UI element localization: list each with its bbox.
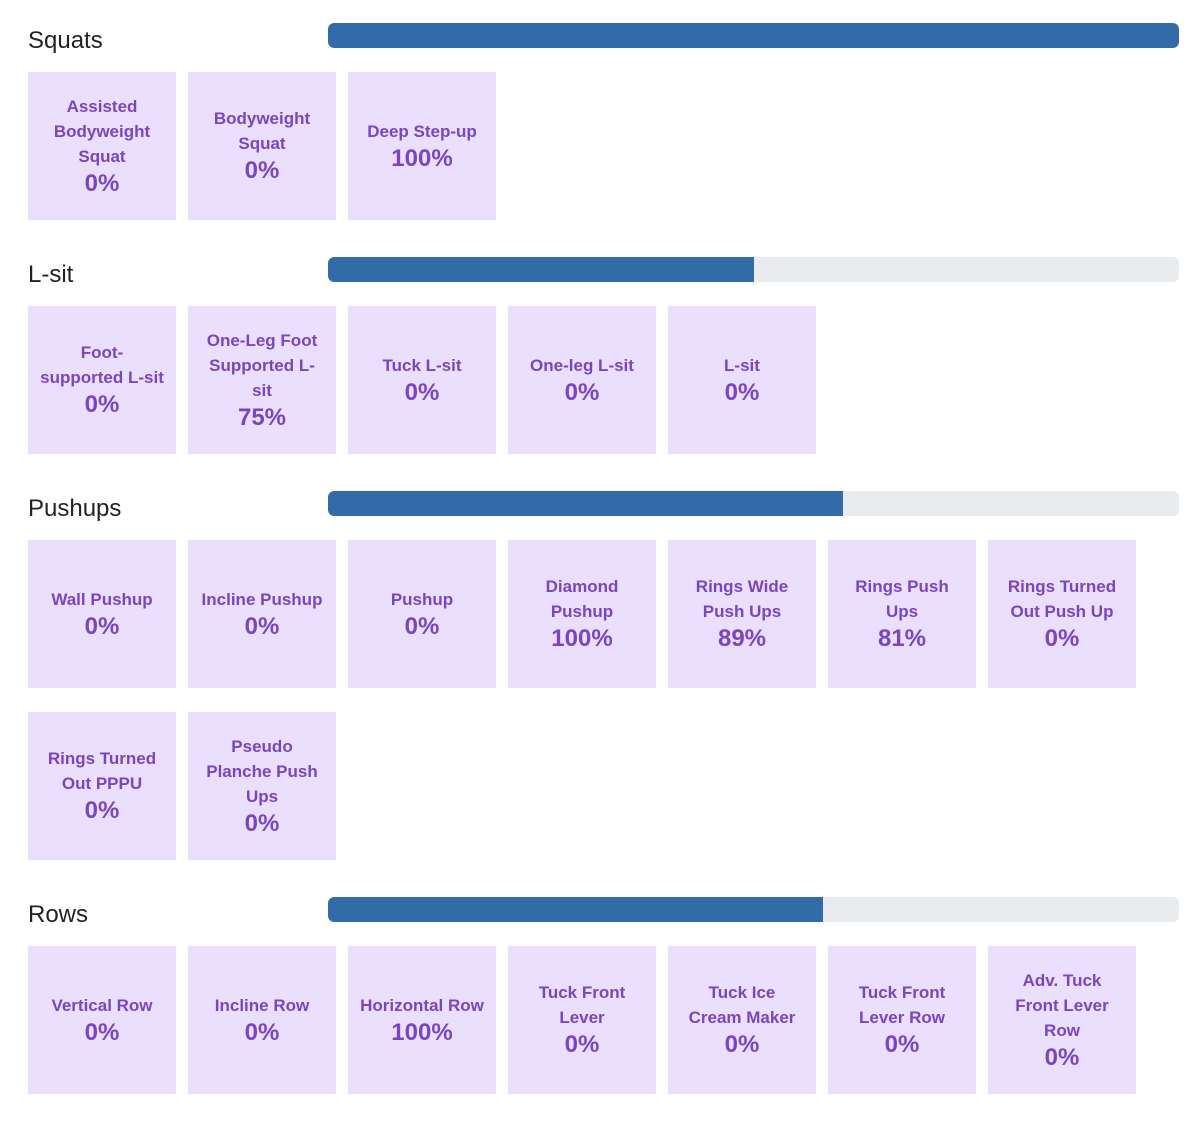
progress-fill-pushups bbox=[328, 491, 843, 516]
exercise-tile[interactable]: Tuck Ice Cream Maker 0% bbox=[668, 946, 816, 1094]
exercise-percent: 100% bbox=[391, 144, 453, 172]
exercise-percent: 100% bbox=[391, 1018, 453, 1046]
exercise-name: Rings Turned Out PPPU bbox=[47, 749, 157, 793]
exercise-percent: 0% bbox=[564, 1031, 600, 1058]
exercise-tile[interactable]: Tuck Front Lever Row 0% bbox=[828, 946, 976, 1094]
progress-fill-squats bbox=[328, 23, 1179, 48]
exercise-percent: 0% bbox=[564, 378, 600, 406]
exercise-percent: 0% bbox=[1044, 625, 1080, 652]
exercise-name: L-sit bbox=[724, 355, 760, 375]
exercise-tile[interactable]: Pushup 0% bbox=[348, 540, 496, 688]
exercise-name: Rings Wide Push Ups bbox=[695, 577, 789, 621]
exercise-name: Bodyweight Squat bbox=[213, 109, 311, 153]
exercise-tile[interactable]: Deep Step-up 100% bbox=[348, 72, 496, 220]
exercise-percent: 0% bbox=[244, 1018, 280, 1046]
exercise-name: Vertical Row bbox=[51, 995, 153, 1015]
exercise-tile[interactable]: Rings Wide Push Ups 89% bbox=[668, 540, 816, 688]
exercise-name: Tuck Front Lever Row bbox=[858, 983, 946, 1027]
section-title-pushups: Pushups bbox=[28, 495, 122, 522]
exercise-percent: 0% bbox=[884, 1031, 920, 1058]
section-title-rows: Rows bbox=[28, 901, 89, 928]
exercise-percent: 0% bbox=[244, 157, 280, 184]
exercise-tile[interactable]: Vertical Row 0% bbox=[28, 946, 176, 1094]
exercise-tile[interactable]: Rings Turned Out PPPU 0% bbox=[28, 712, 176, 860]
exercise-name: Foot-supported L-sit bbox=[40, 343, 164, 387]
exercise-tile[interactable]: One-Leg Foot Supported L-sit 75% bbox=[188, 306, 336, 454]
exercise-percent: 0% bbox=[724, 378, 760, 406]
progress-bar-squats bbox=[328, 23, 1179, 48]
exercise-tile[interactable]: Adv. Tuck Front Lever Row 0% bbox=[988, 946, 1136, 1094]
exercise-percent: 0% bbox=[84, 391, 120, 418]
exercise-name: Incline Row bbox=[214, 995, 310, 1015]
exercise-tile[interactable]: Incline Pushup 0% bbox=[188, 540, 336, 688]
exercise-tile[interactable]: Bodyweight Squat 0% bbox=[188, 72, 336, 220]
progress-bar-pushups bbox=[328, 491, 1179, 516]
exercise-tile[interactable]: Tuck L-sit 0% bbox=[348, 306, 496, 454]
exercise-percent: 0% bbox=[1044, 1043, 1080, 1071]
progress-bar-rows bbox=[328, 897, 1179, 922]
exercise-percent: 81% bbox=[877, 625, 927, 652]
exercise-tile[interactable]: Rings Push Ups 81% bbox=[828, 540, 976, 688]
exercise-name: Diamond Pushup bbox=[545, 577, 619, 621]
exercise-percent: 89% bbox=[717, 625, 767, 652]
progress-fill-rows bbox=[328, 897, 824, 922]
exercise-tile[interactable]: Incline Row 0% bbox=[188, 946, 336, 1094]
exercise-percent: 0% bbox=[84, 169, 120, 197]
exercise-percent: 0% bbox=[244, 809, 280, 837]
exercise-tile[interactable]: Horizontal Row 100% bbox=[348, 946, 496, 1094]
exercise-tile[interactable]: One-leg L-sit 0% bbox=[508, 306, 656, 454]
exercise-name: Rings Turned Out Push Up bbox=[1007, 577, 1117, 621]
progress-fill-l-sit bbox=[328, 257, 754, 282]
exercise-name: Deep Step-up bbox=[367, 121, 477, 141]
exercise-percent: 0% bbox=[84, 797, 120, 824]
exercise-name: Tuck Front Lever bbox=[538, 983, 626, 1027]
exercise-percent: 100% bbox=[551, 625, 613, 652]
exercise-tile[interactable]: Foot-supported L-sit 0% bbox=[28, 306, 176, 454]
exercise-tile[interactable]: Wall Pushup 0% bbox=[28, 540, 176, 688]
exercise-percent: 75% bbox=[237, 403, 287, 431]
exercise-name: Rings Push Ups bbox=[855, 577, 949, 621]
exercise-percent: 0% bbox=[404, 378, 440, 406]
exercise-name: One-leg L-sit bbox=[530, 355, 634, 375]
exercise-name: Pushup bbox=[390, 589, 454, 609]
exercise-name: Tuck L-sit bbox=[382, 355, 462, 375]
exercise-tile[interactable]: Diamond Pushup 100% bbox=[508, 540, 656, 688]
exercise-percent: 0% bbox=[404, 612, 440, 640]
exercise-tile[interactable]: Tuck Front Lever 0% bbox=[508, 946, 656, 1094]
exercise-tile[interactable]: Pseudo Planche Push Ups 0% bbox=[188, 712, 336, 860]
exercise-tile[interactable]: L-sit 0% bbox=[668, 306, 816, 454]
exercise-percent: 0% bbox=[84, 612, 120, 640]
section-title-squats: Squats bbox=[28, 27, 103, 54]
section-title-l-sit: L-sit bbox=[28, 261, 74, 288]
exercise-percent: 0% bbox=[84, 1018, 120, 1046]
exercise-name: Pseudo Planche Push Ups bbox=[206, 736, 318, 806]
exercise-tile[interactable]: Rings Turned Out Push Up 0% bbox=[988, 540, 1136, 688]
exercise-name: Adv. Tuck Front Lever Row bbox=[1015, 970, 1109, 1040]
exercise-name: Incline Pushup bbox=[201, 589, 323, 609]
exercise-percent: 0% bbox=[724, 1031, 760, 1058]
exercise-percent: 0% bbox=[244, 612, 280, 640]
exercise-name: Tuck Ice Cream Maker bbox=[688, 983, 796, 1027]
progress-bar-l-sit bbox=[328, 257, 1179, 282]
exercise-name: Wall Pushup bbox=[51, 589, 153, 609]
exercise-tile[interactable]: Assisted Bodyweight Squat 0% bbox=[28, 72, 176, 220]
exercise-name: One-Leg Foot Supported L-sit bbox=[206, 330, 318, 400]
exercise-name: Horizontal Row bbox=[360, 995, 484, 1015]
exercise-name: Assisted Bodyweight Squat bbox=[53, 96, 151, 166]
